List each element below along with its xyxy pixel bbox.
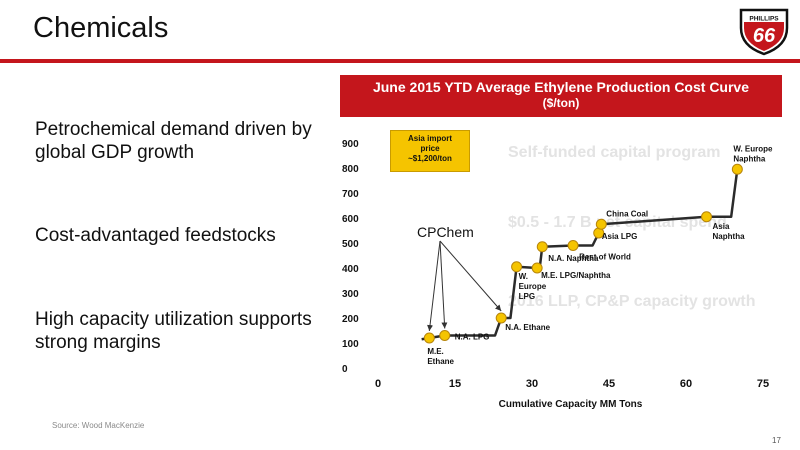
chart-title-banner: June 2015 YTD Average Ethylene Productio… <box>340 75 782 117</box>
y-tick-label: 600 <box>342 214 359 225</box>
y-tick-label: 500 <box>342 239 359 250</box>
data-point-marker <box>595 218 607 230</box>
data-point-marker <box>701 211 713 223</box>
data-point-marker <box>731 163 743 175</box>
data-point-marker <box>495 312 507 324</box>
background-text-3: 2016 LLP, CP&P capacity growth <box>508 293 756 310</box>
logo-text-top: PHILLIPS <box>749 16 779 23</box>
y-tick-label: 800 <box>342 164 359 175</box>
cpchem-annotation: CPChem <box>417 224 474 240</box>
data-point-label: N.A. LPG <box>455 333 490 342</box>
cpchem-arrow <box>439 240 448 329</box>
asia-import-line-2: price <box>420 144 440 153</box>
y-tick-label: 100 <box>342 339 359 350</box>
data-point-label: Europe <box>519 282 547 291</box>
x-tick-label: 0 <box>375 378 381 390</box>
x-tick-label: 15 <box>449 378 461 390</box>
slide-title: Chemicals <box>33 12 169 44</box>
x-tick-label: 75 <box>757 378 769 390</box>
data-point-marker <box>567 240 579 251</box>
data-point-label: N.A. Ethane <box>505 323 550 332</box>
data-point-label: Asia LPG <box>602 232 638 241</box>
data-point-marker <box>511 261 523 273</box>
y-tick-label: 300 <box>342 289 359 300</box>
data-point-label: W. Europe <box>733 144 773 153</box>
bullet-1: Petrochemical demand driven by global GD… <box>35 119 312 163</box>
data-point-label: China Coal <box>606 209 648 218</box>
title-divider <box>0 59 800 63</box>
phillips-66-logo-icon: PHILLIPS 66 <box>739 8 789 56</box>
chart-title: June 2015 YTD Average Ethylene Productio… <box>372 79 750 95</box>
data-point-marker <box>423 332 435 344</box>
x-tick-label: 45 <box>603 378 615 390</box>
y-tick-label: 400 <box>342 264 359 275</box>
x-tick-label: 60 <box>680 378 692 390</box>
x-tick-label: 30 <box>526 378 538 390</box>
data-point-label: M.E. LPG/Naphtha <box>541 271 611 280</box>
logo-text-main: 66 <box>753 25 776 47</box>
x-axis-label: Cumulative Capacity MM Tons <box>499 399 643 410</box>
asia-import-line-1: Asia import <box>407 134 452 143</box>
data-point-label: N.A. Naphtha <box>548 254 599 263</box>
page-number: 17 <box>772 436 781 445</box>
data-point-marker <box>536 241 548 253</box>
data-point-label: Rest of World <box>579 253 631 262</box>
data-point-label: LPG <box>519 292 535 301</box>
y-tick-label: 900 <box>342 139 359 150</box>
y-tick-label: 0 <box>342 364 348 375</box>
y-tick-label: 700 <box>342 189 359 200</box>
bullet-3: High capacity utilization supports stron… <box>35 309 312 353</box>
data-point-label: Ethane <box>427 357 454 366</box>
cpchem-arrow <box>439 240 502 312</box>
asia-import-line-3: ~$1,200/ton <box>408 154 452 163</box>
y-tick-label: 200 <box>342 314 359 325</box>
data-point-label: Naphtha <box>733 154 766 163</box>
source-note: Source: Wood MacKenzie <box>52 421 145 430</box>
background-text-1: Self-funded capital program <box>508 144 721 161</box>
data-point-label: Asia <box>713 222 730 231</box>
chart-subtitle: ($/ton) <box>542 96 580 110</box>
asia-import-price-callout: Asia import price ~$1,200/ton <box>390 130 470 172</box>
bullet-2: Cost-advantaged feedstocks <box>35 225 276 246</box>
data-point-marker <box>439 330 451 341</box>
data-point-label: M.E. <box>427 347 443 356</box>
data-point-label: W. <box>519 272 528 281</box>
data-point-marker <box>531 262 543 274</box>
data-point-label: Naphtha <box>713 232 746 241</box>
cpchem-arrow <box>427 240 441 332</box>
